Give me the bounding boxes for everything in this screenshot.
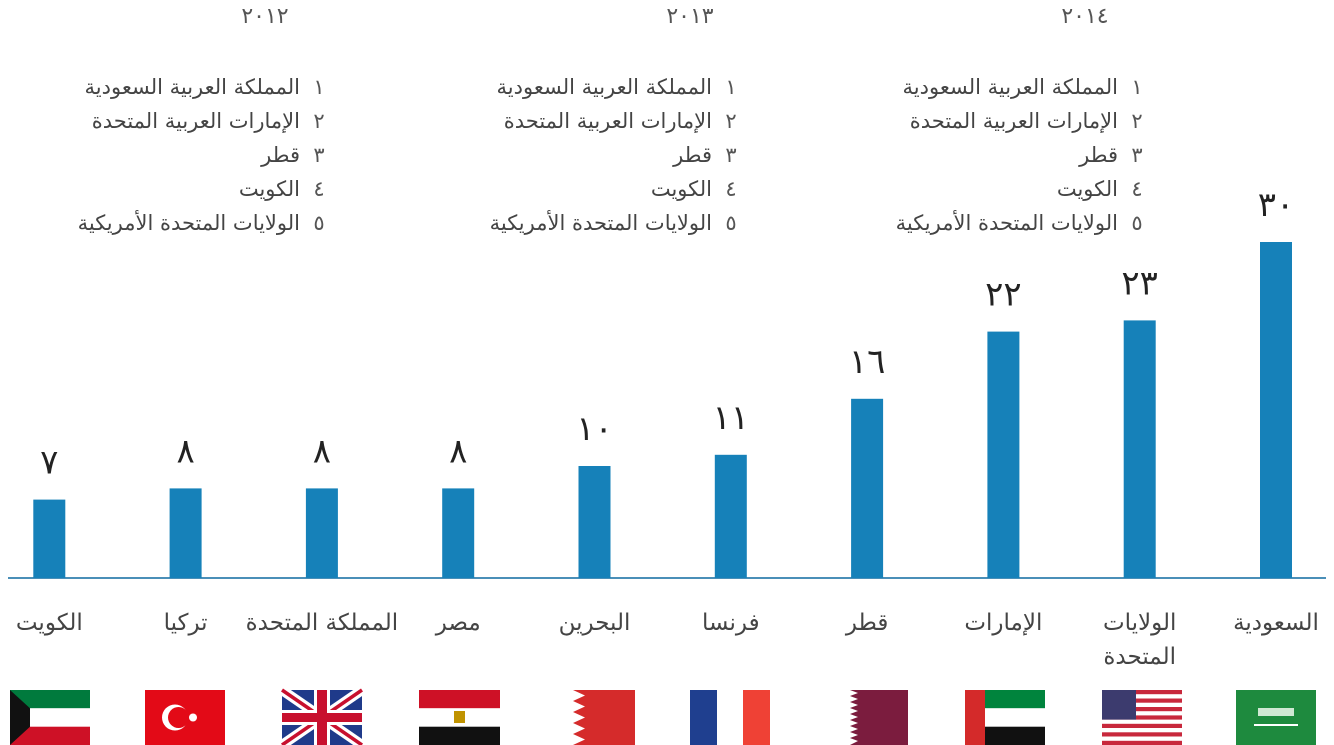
ranking-item: ٣ قطر (78, 138, 330, 172)
ranking-item: ٥ الولايات المتحدة الأمريكية (490, 206, 742, 240)
flag-kuwait (10, 690, 90, 745)
ranking-item: ٤ الكويت (78, 172, 330, 206)
bar (1123, 320, 1156, 578)
ranking-item: ٥ الولايات المتحدة الأمريكية (78, 206, 330, 240)
bar (851, 398, 884, 578)
flag-turkey (145, 690, 225, 745)
country-name: قطر (261, 143, 300, 167)
country-name: الكويت (238, 177, 300, 201)
rank-number: ٢ (725, 109, 737, 133)
country-name: الإمارات العربية المتحدة (909, 109, 1118, 133)
value-label: ١٠ (576, 409, 613, 449)
category-label: الإمارات (964, 610, 1043, 636)
bar (578, 466, 611, 578)
category-label: الكويت (15, 610, 83, 636)
country-name: المملكة العربية السعودية (496, 75, 712, 99)
rank-number: ٤ (1131, 177, 1143, 201)
value-label: ٨ (313, 431, 331, 471)
year-title: ٢٠١٣ (666, 4, 714, 29)
category-label: فرنسا (701, 610, 760, 636)
country-name: الإمارات العربية المتحدة (91, 109, 300, 133)
ranking-item: ٢ الإمارات العربية المتحدة (896, 104, 1148, 138)
country-name: الكويت (1056, 177, 1118, 201)
ranking-item: ٢ الإمارات العربية المتحدة (490, 104, 742, 138)
value-label: ٣٠ (1258, 185, 1295, 225)
value-label: ١١ (713, 398, 750, 438)
value-label: ٢٣ (1121, 263, 1158, 303)
flag-saudi (1236, 690, 1316, 745)
category-label: الولايات المتحدة (1102, 610, 1177, 670)
ranking-list: ١ المملكة العربية السعودية ٢ الإمارات العرب… (78, 70, 330, 240)
rank-number: ٥ (1131, 211, 1143, 235)
rank-number: ١ (313, 75, 325, 99)
country-name: الكويت (650, 177, 712, 201)
rank-number: ٣ (313, 143, 325, 167)
flag-france (690, 690, 770, 745)
bar (442, 488, 475, 578)
bar (1260, 242, 1292, 578)
rank-number: ٤ (725, 177, 737, 201)
flag-bahrain (555, 690, 635, 745)
rank-number: ٢ (313, 109, 325, 133)
rank-number: ٣ (1131, 143, 1143, 167)
rank-number: ٥ (725, 211, 737, 235)
rank-number: ١ (1131, 75, 1143, 99)
ranking-list: ١ المملكة العربية السعودية ٢ الإمارات العرب… (896, 70, 1148, 240)
value-label: ١٦ (849, 342, 886, 382)
flag-uk (279, 685, 365, 745)
country-name: الإمارات العربية المتحدة (503, 109, 712, 133)
flags (10, 685, 1316, 745)
ranking-item: ٣ قطر (896, 138, 1148, 172)
country-name: الولايات المتحدة الأمريكية (895, 211, 1118, 235)
category-label: البحرين (558, 610, 631, 636)
bar (987, 331, 1020, 578)
country-name: الولايات المتحدة الأمريكية (489, 211, 712, 235)
flag-usa (1102, 690, 1182, 745)
ranking-item: ٣ قطر (490, 138, 742, 172)
flag-egypt (419, 690, 500, 745)
rank-number: ١ (725, 75, 737, 99)
value-label: ٨ (449, 431, 467, 471)
category-label: مصر (435, 610, 481, 636)
category-label: قطر (845, 610, 889, 636)
rank-number: ٥ (313, 211, 325, 235)
category-label: تركيا (163, 610, 208, 636)
flag-qatar (828, 690, 908, 745)
category-label: المملكة المتحدة (245, 610, 399, 636)
value-label: ٢٢ (985, 275, 1022, 315)
ranking-item: ١ المملكة العربية السعودية (490, 70, 742, 104)
bar (33, 499, 66, 578)
ranking-item: ١ المملكة العربية السعودية (896, 70, 1148, 104)
bar (169, 488, 202, 578)
country-name: المملكة العربية السعودية (902, 75, 1118, 99)
ranking-item: ٢ الإمارات العربية المتحدة (78, 104, 330, 138)
country-name: المملكة العربية السعودية (84, 75, 300, 99)
category-label: السعودية (1233, 610, 1319, 636)
flag-uae (965, 690, 1045, 745)
rank-number: ٣ (725, 143, 737, 167)
rank-number: ٢ (1131, 109, 1143, 133)
country-name: قطر (673, 143, 712, 167)
year-title: ٢٠١٤ (1061, 4, 1109, 29)
value-label: ٧ (40, 443, 58, 483)
value-label: ٨ (176, 431, 194, 471)
ranking-item: ٤ الكويت (896, 172, 1148, 206)
ranking-item: ٥ الولايات المتحدة الأمريكية (896, 206, 1148, 240)
country-name: الولايات المتحدة الأمريكية (77, 211, 300, 235)
bar (305, 488, 338, 578)
ranking-item: ١ المملكة العربية السعودية (78, 70, 330, 104)
ranking-item: ٤ الكويت (490, 172, 742, 206)
bar (714, 454, 747, 578)
year-title: ٢٠١٢ (241, 4, 289, 29)
rank-number: ٤ (313, 177, 325, 201)
country-name: قطر (1079, 143, 1118, 167)
ranking-list: ١ المملكة العربية السعودية ٢ الإمارات العرب… (490, 70, 742, 240)
